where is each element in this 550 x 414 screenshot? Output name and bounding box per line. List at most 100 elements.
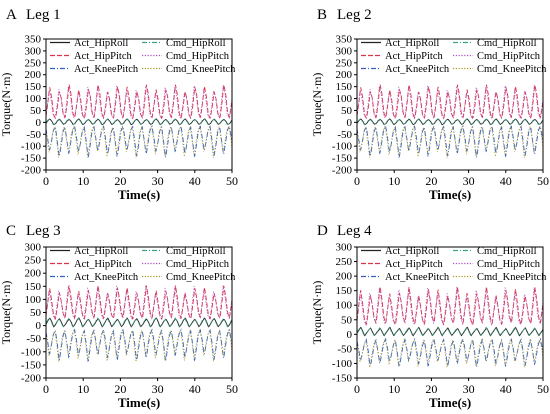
y-tick-label: 100 bbox=[336, 300, 353, 312]
y-tick-label: 150 bbox=[336, 81, 353, 93]
x-tick-label: 10 bbox=[77, 174, 89, 188]
x-tick-label: 50 bbox=[537, 174, 549, 188]
legend-label: Act_HipRoll bbox=[385, 38, 439, 49]
x-axis-label: Time(s) bbox=[118, 187, 160, 202]
y-tick-label: 100 bbox=[25, 93, 42, 105]
panel-title: Leg 2 bbox=[337, 7, 372, 23]
series-line-cmd-hippitch bbox=[46, 284, 232, 321]
x-tick-label: 10 bbox=[388, 382, 400, 396]
y-tick-label: -150 bbox=[332, 153, 353, 165]
y-tick-label: -150 bbox=[21, 153, 42, 165]
y-tick-label: 50 bbox=[341, 105, 353, 117]
panel-c: C Leg 3-200-150-100-500501001502002503000… bbox=[0, 223, 238, 410]
x-axis-label: Time(s) bbox=[118, 395, 160, 410]
y-tick-label: 50 bbox=[341, 314, 353, 326]
series-line-cmd-hiproll bbox=[46, 118, 232, 126]
y-tick-label: 50 bbox=[30, 105, 42, 117]
legend-label: Act_KneePitch bbox=[74, 64, 139, 75]
series-line-cmd-kneepitch bbox=[46, 329, 232, 362]
legend-label: Act_KneePitch bbox=[385, 64, 450, 75]
y-tick-label: 200 bbox=[25, 69, 42, 81]
legend-label: Cmd_KneePitch bbox=[166, 272, 236, 283]
panel-a: A Leg 1-200-150-100-500501001502002503003… bbox=[0, 7, 238, 202]
y-tick-label: 350 bbox=[25, 34, 42, 46]
series-group bbox=[46, 84, 232, 158]
plot-frame bbox=[356, 38, 544, 171]
legend: Act_HipRoll Cmd_HipRoll Act_HipPitch Cmd_Hi… bbox=[361, 246, 547, 283]
x-axis-label: Time(s) bbox=[429, 187, 471, 202]
y-tick-label: 300 bbox=[25, 45, 42, 57]
y-tick-label: -200 bbox=[21, 373, 42, 385]
y-tick-label: -200 bbox=[21, 165, 42, 177]
y-tick-label: 200 bbox=[336, 69, 353, 81]
series-line-act-hippitch bbox=[46, 285, 232, 321]
panel-d: D Leg 4 -150 -100 -50 0 50 100 150 200 250 300 0 10 20… bbox=[310, 223, 549, 410]
y-tick-label: 0 bbox=[36, 320, 42, 332]
legend-label: Cmd_HipRoll bbox=[477, 38, 537, 49]
x-tick-label: 40 bbox=[189, 174, 201, 188]
x-tick-label: 50 bbox=[226, 382, 238, 396]
y-axis-label: Torque(N·m) bbox=[310, 73, 324, 137]
series-line-act-hippitch bbox=[46, 84, 232, 120]
series-line-act-hippitch bbox=[357, 286, 543, 326]
series-line-act-kneepitch bbox=[46, 328, 232, 362]
y-tick-label: 100 bbox=[336, 93, 353, 105]
y-tick-label: 300 bbox=[336, 242, 353, 254]
y-tick-label: 50 bbox=[30, 307, 42, 319]
series-line-act-hippitch bbox=[357, 84, 543, 120]
legend-label: Cmd_HipRoll bbox=[477, 246, 537, 257]
x-tick-label: 20 bbox=[425, 382, 437, 396]
panel-title: Leg 1 bbox=[26, 7, 61, 23]
panel-title: Leg 3 bbox=[26, 223, 61, 239]
plot-frame bbox=[45, 38, 233, 171]
x-tick-label: 10 bbox=[77, 382, 89, 396]
legend-label: Act_HipPitch bbox=[74, 259, 132, 270]
x-tick-label: 10 bbox=[388, 174, 400, 188]
y-tick-label: 250 bbox=[336, 57, 353, 69]
series-group bbox=[357, 286, 543, 368]
y-tick-label: 100 bbox=[25, 294, 42, 306]
y-tick-label: -50 bbox=[337, 343, 352, 355]
x-tick-label: 40 bbox=[500, 174, 512, 188]
x-tick-label: 20 bbox=[114, 382, 126, 396]
y-tick-label: 200 bbox=[25, 268, 42, 280]
x-tick-label: 0 bbox=[354, 174, 360, 188]
x-tick-label: 40 bbox=[189, 382, 201, 396]
x-tick-label: 20 bbox=[425, 174, 437, 188]
x-axis-label: Time(s) bbox=[429, 395, 471, 410]
legend-label: Act_HipPitch bbox=[74, 51, 132, 62]
y-tick-label: -150 bbox=[21, 359, 42, 371]
y-tick-label: 0 bbox=[347, 117, 353, 129]
x-tick-label: 50 bbox=[537, 382, 549, 396]
x-tick-label: 30 bbox=[152, 382, 164, 396]
series-line-act-kneepitch bbox=[357, 337, 543, 368]
y-tick-label: 0 bbox=[347, 329, 353, 341]
y-tick-label: 200 bbox=[336, 271, 353, 283]
y-tick-label: -50 bbox=[26, 129, 41, 141]
legend: Act_HipRoll Cmd_HipRoll Act_HipPitch Cmd_Hi… bbox=[361, 38, 547, 75]
y-tick-label: 300 bbox=[336, 45, 353, 57]
y-tick-label: 250 bbox=[25, 57, 42, 69]
y-tick-label: 300 bbox=[25, 242, 42, 254]
y-tick-label: 150 bbox=[25, 81, 42, 93]
legend-label: Cmd_KneePitch bbox=[477, 272, 547, 283]
x-tick-label: 30 bbox=[152, 174, 164, 188]
y-axis-label: Torque(N·m) bbox=[0, 281, 13, 345]
legend-label: Act_HipRoll bbox=[74, 246, 128, 257]
x-tick-label: 40 bbox=[500, 382, 512, 396]
panel-letter: D bbox=[317, 223, 328, 239]
y-tick-label: -50 bbox=[337, 129, 352, 141]
series-line-act-kneepitch bbox=[46, 124, 232, 158]
panel-letter: A bbox=[6, 7, 17, 23]
legend-label: Act_HipPitch bbox=[385, 259, 443, 270]
x-tick-label: 30 bbox=[463, 382, 475, 396]
x-tick-label: 50 bbox=[226, 174, 238, 188]
panel-letter: B bbox=[317, 7, 327, 23]
panel-letter: C bbox=[6, 223, 16, 239]
series-line-cmd-hiproll bbox=[357, 118, 543, 126]
legend-label: Cmd_HipRoll bbox=[166, 38, 226, 49]
legend-label: Act_KneePitch bbox=[385, 272, 450, 283]
series-line-cmd-hiproll bbox=[357, 326, 543, 336]
x-tick-label: 30 bbox=[463, 174, 475, 188]
